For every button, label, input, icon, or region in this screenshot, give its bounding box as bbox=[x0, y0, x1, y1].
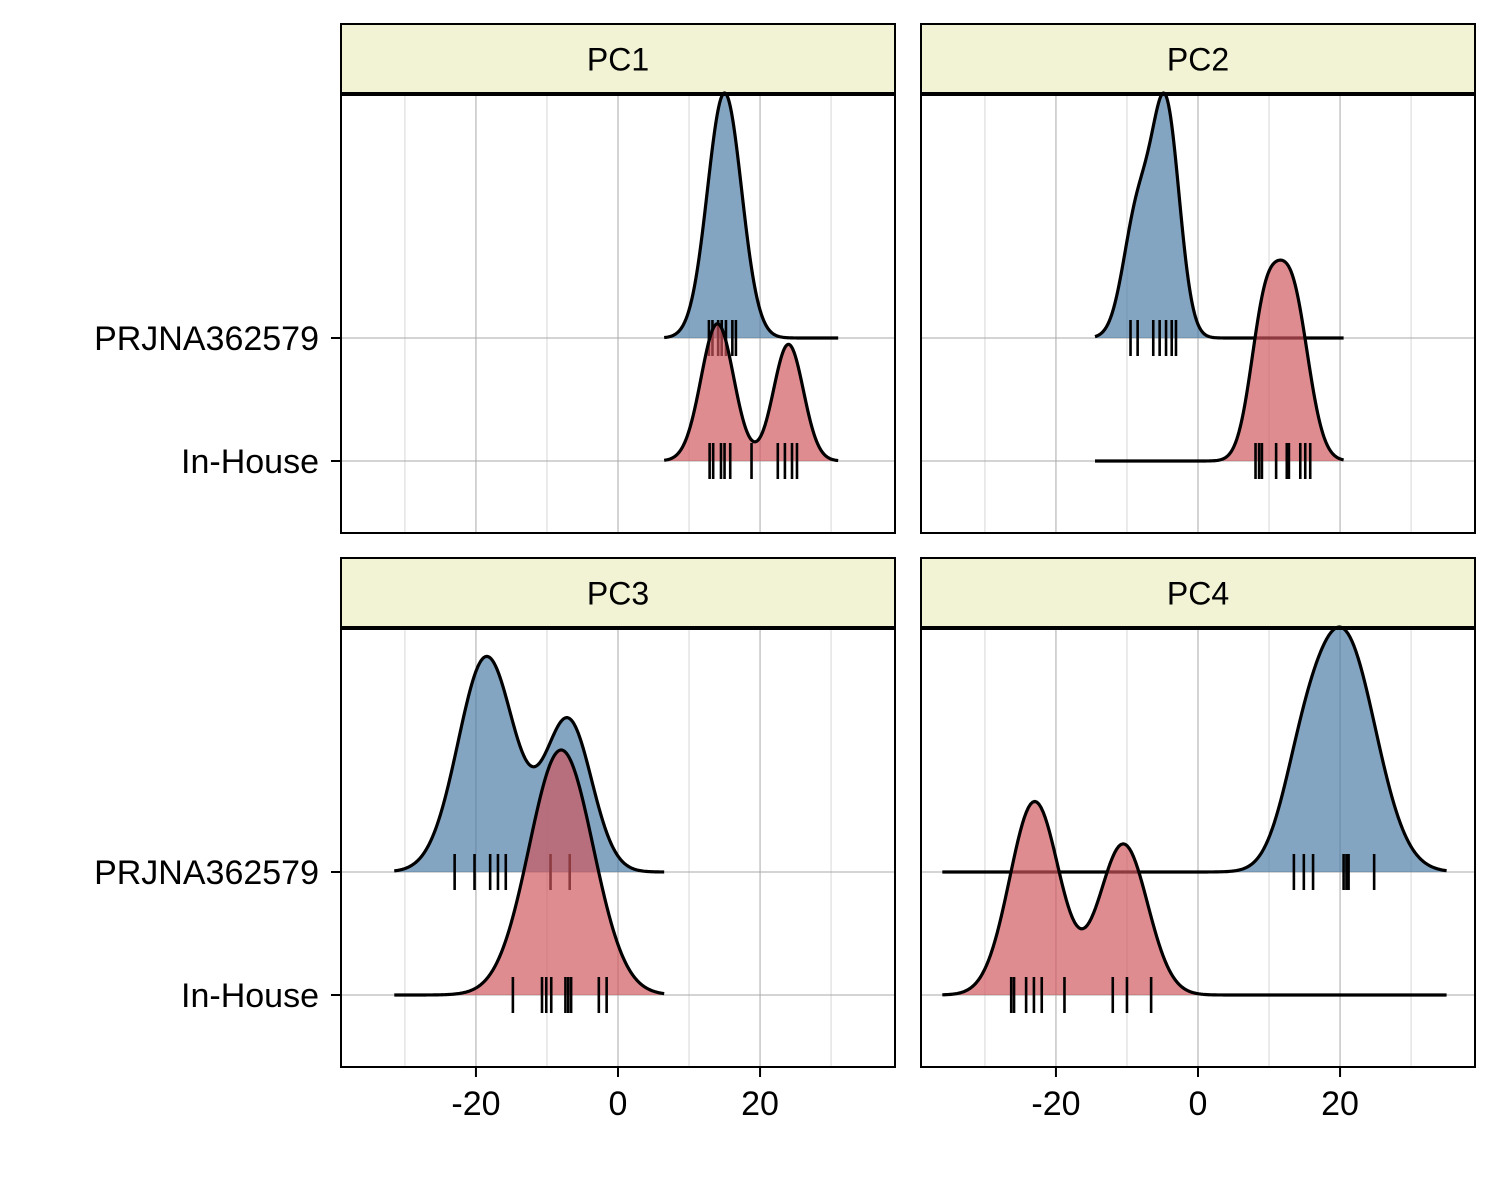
y-tick-label: PRJNA362579 bbox=[94, 854, 319, 892]
x-tick-label: -20 bbox=[451, 1085, 500, 1123]
panel-pc2: PC2 bbox=[920, 23, 1476, 534]
ridge-in-house bbox=[663, 322, 840, 479]
ridge-in-house bbox=[393, 748, 665, 1013]
panel-pc1: PC1 bbox=[340, 23, 896, 534]
x-tick-label: 20 bbox=[1321, 1085, 1359, 1123]
density-area bbox=[942, 627, 1447, 872]
panel-border bbox=[920, 94, 1476, 534]
strip-title: PC1 bbox=[587, 42, 649, 78]
panel-border bbox=[340, 94, 896, 534]
y-tick-label: In-House bbox=[181, 977, 319, 1015]
density-line bbox=[663, 322, 840, 463]
density-area bbox=[942, 801, 1447, 995]
strip-title: PC4 bbox=[1167, 576, 1229, 612]
ridge-in-house bbox=[942, 799, 1447, 1013]
density-line bbox=[1094, 258, 1345, 463]
ridge-in-house bbox=[1094, 258, 1345, 479]
density-area bbox=[1095, 93, 1344, 338]
panel-pc3: PC3 bbox=[340, 557, 896, 1068]
y-tick-label: In-House bbox=[181, 443, 319, 481]
density-line bbox=[393, 748, 665, 997]
panel-pc4: PC4 bbox=[920, 557, 1476, 1068]
strip-title: PC2 bbox=[1167, 42, 1229, 78]
strip-background bbox=[920, 557, 1476, 628]
x-tick-label: -20 bbox=[1031, 1085, 1080, 1123]
ridge-prjna362579 bbox=[942, 625, 1447, 890]
strip-background bbox=[920, 23, 1476, 94]
y-tick-label: PRJNA362579 bbox=[94, 320, 319, 358]
density-area bbox=[1095, 260, 1344, 461]
density-line bbox=[393, 654, 665, 874]
strip-title: PC3 bbox=[587, 576, 649, 612]
strip-background bbox=[340, 23, 896, 94]
x-tick-label: 0 bbox=[609, 1085, 628, 1123]
density-line bbox=[942, 799, 1447, 997]
strip-background bbox=[340, 557, 896, 628]
density-area bbox=[394, 750, 665, 995]
x-tick-label: 20 bbox=[741, 1085, 779, 1123]
density-line bbox=[663, 91, 840, 340]
x-tick-label: 0 bbox=[1189, 1085, 1208, 1123]
density-area bbox=[394, 656, 665, 872]
density-area bbox=[664, 93, 839, 338]
